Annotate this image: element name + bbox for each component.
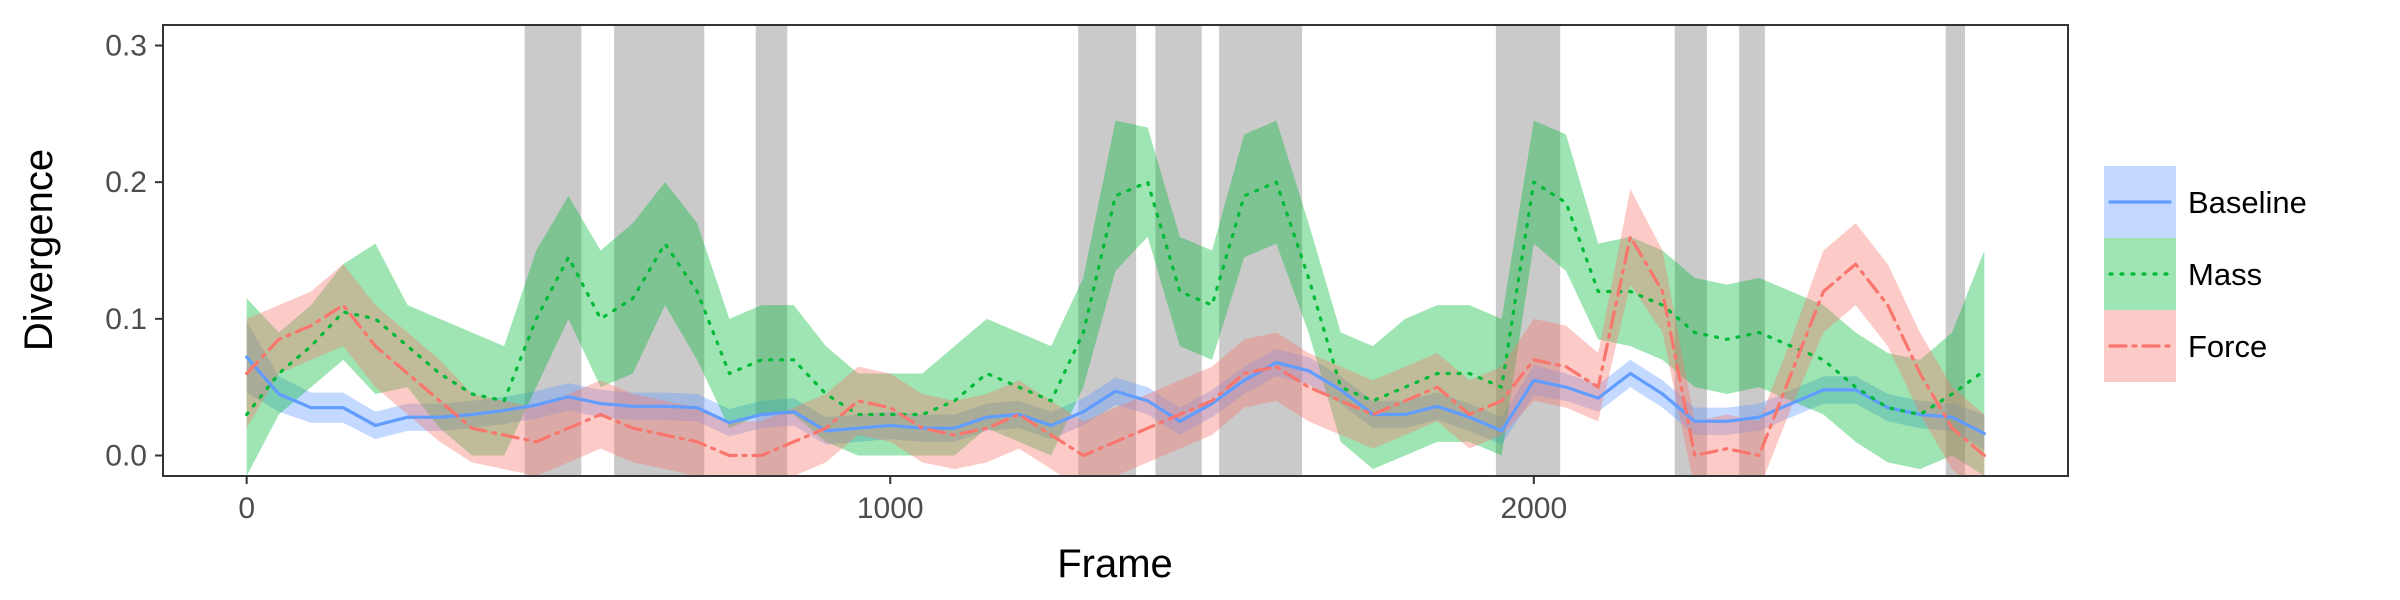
y-axis-title: Divergence: [17, 149, 61, 351]
x-tick-label: 0: [238, 492, 255, 525]
legend-item-mass: Mass: [2104, 238, 2262, 310]
shaded-region-3: [755, 25, 788, 476]
shaded-region-6: [1219, 25, 1303, 476]
mass-series-line: [245, 180, 1986, 417]
y-tick-label: 0.2: [105, 166, 147, 199]
plot-panel-border: [162, 24, 2069, 477]
baseline-confidence-band: [246, 321, 1985, 451]
y-tick-label: 0.3: [105, 30, 147, 63]
y-tick-label: 0.0: [105, 440, 147, 473]
legend-item-force: Force: [2104, 310, 2267, 382]
shaded-region-7: [1495, 25, 1561, 476]
legend-item-baseline: Baseline: [2104, 166, 2307, 238]
shaded-regions: [524, 25, 1966, 476]
confidence-bands: [246, 120, 1985, 476]
x-axis: 0 1000 2000: [238, 476, 1567, 525]
y-tick-label: 0.1: [105, 303, 147, 336]
y-axis: 0.0 0.1 0.2 0.3: [105, 30, 163, 473]
x-tick-label: 2000: [1500, 492, 1567, 525]
x-axis-title: Frame: [1057, 542, 1173, 586]
series-lines: [245, 180, 1986, 458]
force-series-line: [245, 235, 1986, 458]
mass-confidence-band: [246, 120, 1985, 476]
shaded-region-5: [1155, 25, 1202, 476]
shaded-region-9: [1739, 25, 1765, 476]
legend-label-mass: Mass: [2188, 257, 2262, 292]
legend-label-force: Force: [2188, 329, 2267, 364]
shaded-region-8: [1674, 25, 1707, 476]
force-confidence-band: [246, 189, 1985, 476]
legend-label-baseline: Baseline: [2188, 185, 2307, 220]
x-tick-label: 1000: [857, 492, 924, 525]
legend: Baseline Mass Force: [2104, 166, 2307, 382]
shaded-region-4: [1078, 25, 1137, 476]
shaded-region-10: [1945, 25, 1966, 476]
baseline-series-line: [245, 355, 1986, 436]
